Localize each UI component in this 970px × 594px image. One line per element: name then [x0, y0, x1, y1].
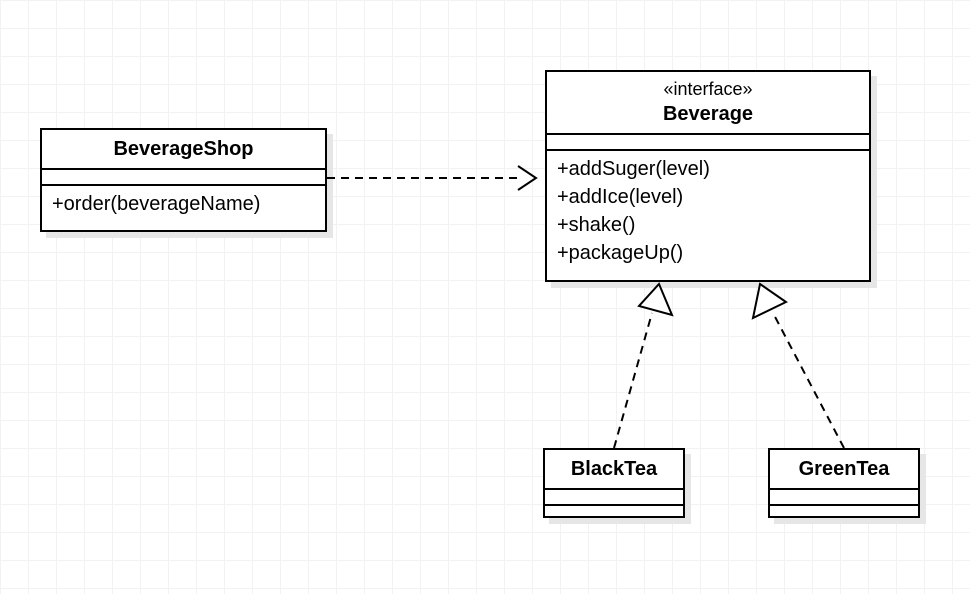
beverage-shop-class: BeverageShop +order(beverageName) — [40, 128, 327, 232]
beverage-method-0: +addSuger(level) — [557, 155, 859, 183]
beverage-method-2: +shake() — [557, 211, 859, 239]
green-tea-methods — [770, 506, 918, 520]
black-tea-attrs — [545, 490, 683, 506]
dependency-arrowhead — [518, 166, 536, 190]
green-tea-class: GreenTea — [768, 448, 920, 518]
realization-greentea-arrowhead — [753, 284, 786, 318]
black-tea-methods — [545, 506, 683, 520]
beverage-methods: +addSuger(level) +addIce(level) +shake()… — [547, 151, 869, 271]
realization-greentea — [773, 313, 844, 448]
beverage-title-block: «interface» Beverage — [547, 72, 869, 135]
beverage-shop-methods: +order(beverageName) — [42, 186, 325, 222]
beverage-shop-title: BeverageShop — [42, 130, 325, 170]
green-tea-title: GreenTea — [770, 450, 918, 490]
black-tea-class: BlackTea — [543, 448, 685, 518]
green-tea-attrs — [770, 490, 918, 506]
beverage-shop-attrs — [42, 170, 325, 186]
beverage-title: Beverage — [557, 101, 859, 127]
beverage-method-1: +addIce(level) — [557, 183, 859, 211]
beverage-method-3: +packageUp() — [557, 239, 859, 267]
beverage-stereotype: «interface» — [557, 78, 859, 101]
realization-blacktea — [614, 313, 652, 448]
beverage-attrs — [547, 135, 869, 151]
black-tea-title: BlackTea — [545, 450, 683, 490]
realization-blacktea-arrowhead — [639, 284, 672, 315]
beverage-shop-method-0: +order(beverageName) — [52, 190, 315, 218]
beverage-interface: «interface» Beverage +addSuger(level) +a… — [545, 70, 871, 282]
